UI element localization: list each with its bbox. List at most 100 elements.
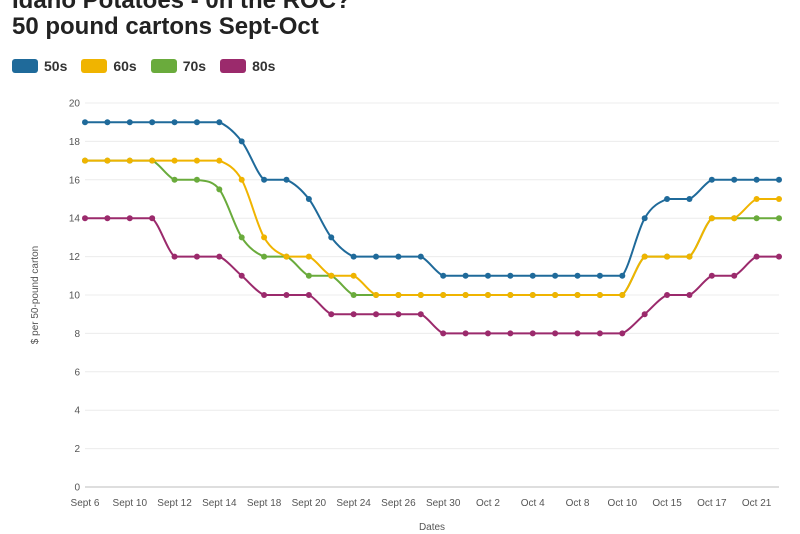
data-point-80s [596,330,603,337]
data-point-80s [731,272,738,279]
chart-title: 50 pound cartons Sept-Oct [12,13,319,40]
data-point-50s [216,119,223,126]
data-point-60s [462,292,469,298]
data-point-80s [328,311,335,318]
data-point-80s [395,311,402,318]
y-tick-label: 16 [69,175,81,186]
data-point-50s [552,272,559,279]
legend-item-70s: 70s [150,58,207,74]
y-tick-label: 6 [74,367,80,378]
data-point-50s [776,176,782,183]
y-tick-label: 4 [74,406,80,417]
data-point-60s [507,292,514,298]
data-point-60s [417,292,424,298]
data-point-80s [126,215,133,222]
data-point-50s [753,176,760,183]
data-point-80s [529,330,536,337]
data-point-60s [664,253,671,260]
data-point-60s [283,253,290,260]
x-tick-label: Oct 17 [697,498,727,509]
series-line-70s [85,159,779,296]
data-point-80s [417,311,424,318]
y-tick-label: 12 [69,252,81,263]
data-point-80s [462,330,469,337]
series-line-50s [85,121,779,277]
data-point-60s [82,157,88,164]
data-point-80s [283,292,290,298]
data-point-80s [552,330,559,337]
data-point-60s [776,196,782,202]
data-point-70s [261,253,268,260]
data-point-60s [440,292,447,298]
data-point-80s [574,330,581,337]
x-tick-label: Sept 30 [426,498,461,509]
x-tick-label: Oct 15 [652,498,682,509]
data-point-50s [462,272,469,279]
data-point-70s [305,272,312,279]
data-point-80s [753,253,760,260]
data-point-60s [529,292,536,298]
data-point-60s [149,157,156,164]
data-point-60s [552,292,559,298]
series-lines [85,121,779,335]
data-point-80s [776,253,782,260]
x-tick-label: Oct 4 [521,498,545,509]
data-point-50s [193,119,200,126]
data-point-60s [238,176,245,183]
data-point-60s [171,157,178,164]
data-point-60s [484,292,491,298]
data-point-80s [104,215,111,222]
legend-swatch-70s [150,59,177,73]
data-point-60s [708,215,715,222]
data-point-80s [619,330,626,337]
legend-swatch-50s [12,59,38,73]
legend: 50s 60s 70s 80s [12,58,275,74]
data-point-60s [328,272,335,279]
data-point-60s [686,253,693,260]
legend-label-50s: 50s [44,58,68,74]
legend-item-60s: 60s [81,58,137,74]
x-tick-label: Sept 26 [381,498,416,509]
data-point-50s [596,272,603,279]
data-point-80s [149,215,156,222]
x-tick-label: Oct 10 [608,498,638,509]
x-axis-title: Dates [419,522,445,533]
data-point-50s [574,272,581,279]
data-point-60s [753,196,760,202]
data-point-80s [664,292,671,298]
data-point-70s [238,234,245,241]
data-point-50s [126,119,133,126]
data-point-70s [753,215,760,222]
data-point-50s [686,196,693,202]
data-point-60s [193,157,200,164]
data-point-80s [708,272,715,279]
legend-swatch-60s [81,59,108,73]
data-point-50s [641,215,648,222]
legend-item-50s: 50s [12,58,67,74]
data-point-80s [238,272,245,279]
data-point-60s [395,292,402,298]
legend-label-60s: 60s [113,58,137,74]
data-point-80s [686,292,693,298]
data-point-70s [193,176,200,183]
y-tick-label: 14 [69,214,81,225]
data-point-80s [350,311,357,318]
y-tick-label: 20 [69,99,81,110]
series-line-80s [85,217,779,335]
legend-label-70s: 70s [182,58,207,74]
data-point-70s [350,292,357,298]
data-point-50s [328,234,335,241]
x-tick-label: Sept 24 [336,498,371,509]
data-point-80s [261,292,268,298]
data-point-80s [373,311,380,318]
x-tick-label: Sept 18 [247,498,282,509]
y-tick-label: 0 [74,483,80,494]
y-axis: 0 2 4 6 8 10 12 14 16 18 20 [69,99,81,494]
x-tick-label: Sept 10 [113,498,148,509]
data-point-60s [641,253,648,260]
data-point-50s [529,272,536,279]
data-point-60s [350,272,357,279]
x-tick-label: Sept 12 [157,498,192,509]
data-point-50s [305,196,312,202]
data-point-60s [619,292,626,298]
